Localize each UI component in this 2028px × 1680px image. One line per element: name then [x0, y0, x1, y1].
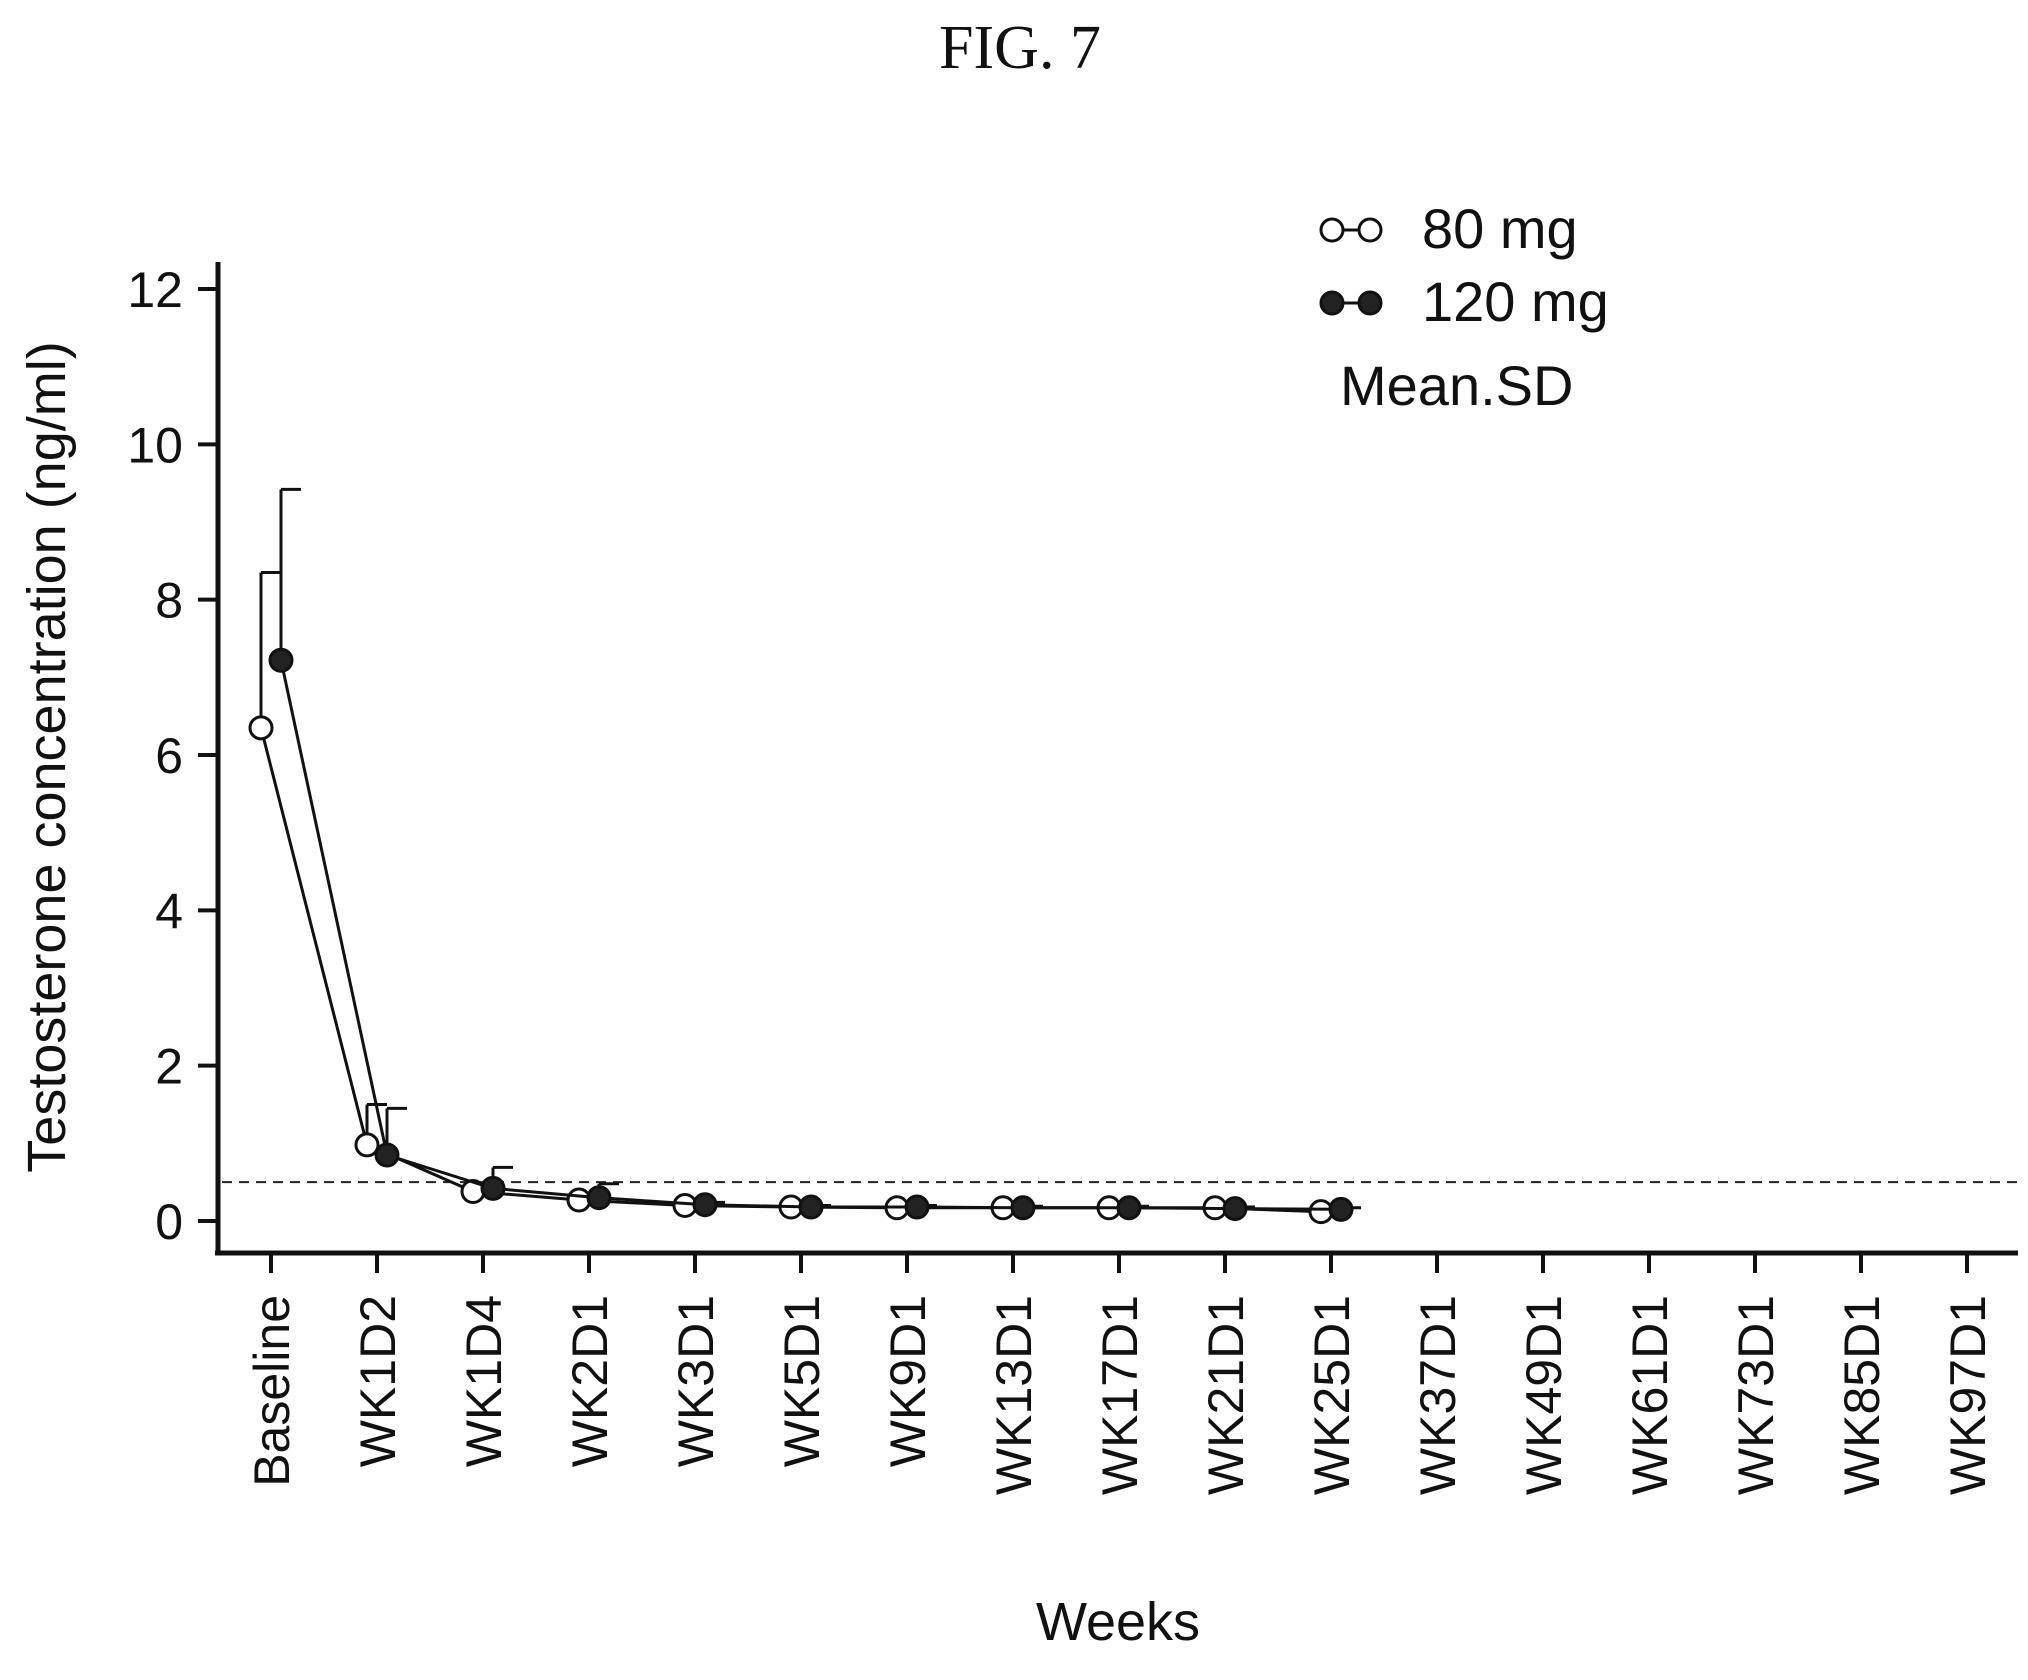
series-layer	[248, 487, 1361, 1225]
y-axis-ticks: 0 2 4 6 8 10 12	[127, 262, 218, 1250]
data-point-120mg	[1222, 1196, 1248, 1222]
legend-marker-120mg-filled-circle	[1319, 290, 1345, 316]
data-point-120mg	[480, 1175, 506, 1201]
x-tick-label: WK1D4	[456, 1295, 512, 1467]
y-axis-label: Testosterone concentration (ng/ml)	[17, 341, 77, 1172]
data-point-80mg	[1308, 1199, 1334, 1225]
data-point-80mg	[566, 1187, 592, 1213]
y-tick-label: 2	[155, 1039, 183, 1095]
data-point-120mg	[1116, 1195, 1142, 1221]
x-tick-label: Baseline	[244, 1295, 300, 1487]
legend-marker-120mg-filled-circle	[1357, 290, 1383, 316]
x-axis-label: Weeks	[1036, 1592, 1200, 1652]
data-point-120mg	[586, 1185, 612, 1211]
legend-note: Mean.SD	[1340, 354, 1573, 417]
legend: 80 mg 120 mg Mean.SD	[1319, 197, 1609, 417]
legend-marker-80mg-open-circle	[1319, 217, 1345, 243]
x-tick-label: WK13D1	[986, 1295, 1042, 1495]
figure-title: FIG. 7	[939, 14, 1101, 82]
x-tick-label: WK49D1	[1516, 1295, 1572, 1495]
legend-marker-80mg-open-circle	[1357, 217, 1383, 243]
x-tick-label: WK3D1	[668, 1295, 724, 1467]
x-tick-label: WK25D1	[1304, 1295, 1360, 1495]
data-point-120mg	[268, 647, 294, 673]
series-line-80mg	[259, 727, 1322, 1214]
series-line-120mg	[279, 659, 1342, 1211]
x-tick-label: WK17D1	[1092, 1295, 1148, 1495]
data-point-120mg	[1010, 1195, 1036, 1221]
data-point-120mg	[692, 1192, 718, 1218]
data-point-80mg	[248, 715, 274, 741]
x-tick-label: WK21D1	[1198, 1295, 1254, 1495]
data-point-120mg	[798, 1194, 824, 1220]
data-point-80mg	[354, 1132, 380, 1158]
x-tick-label: WK1D2	[350, 1295, 406, 1467]
y-tick-label: 4	[155, 883, 183, 939]
x-tick-label: WK85D1	[1834, 1295, 1890, 1495]
y-tick-label: 10	[127, 417, 183, 473]
data-point-120mg	[374, 1142, 400, 1168]
legend-label-80mg: 80 mg	[1422, 197, 1578, 260]
x-tick-label: WK5D1	[774, 1295, 830, 1467]
data-point-120mg	[904, 1194, 930, 1220]
x-tick-label: WK2D1	[562, 1295, 618, 1467]
x-tick-label: WK37D1	[1410, 1295, 1466, 1495]
y-tick-label: 12	[127, 262, 183, 318]
legend-label-120mg: 120 mg	[1422, 270, 1609, 333]
x-tick-label: WK61D1	[1622, 1295, 1678, 1495]
y-tick-label: 0	[155, 1194, 183, 1250]
data-point-120mg	[1328, 1196, 1354, 1222]
y-tick-label: 8	[155, 573, 183, 629]
x-axis-ticks: Baseline WK1D2 WK1D4 WK2D1 WK3D1 WK5D1 WK9D1 WK…	[244, 1253, 1996, 1495]
x-tick-label: WK73D1	[1728, 1295, 1784, 1495]
x-tick-label: WK97D1	[1940, 1295, 1996, 1495]
x-tick-label: WK9D1	[880, 1295, 936, 1467]
y-tick-label: 6	[155, 728, 183, 784]
